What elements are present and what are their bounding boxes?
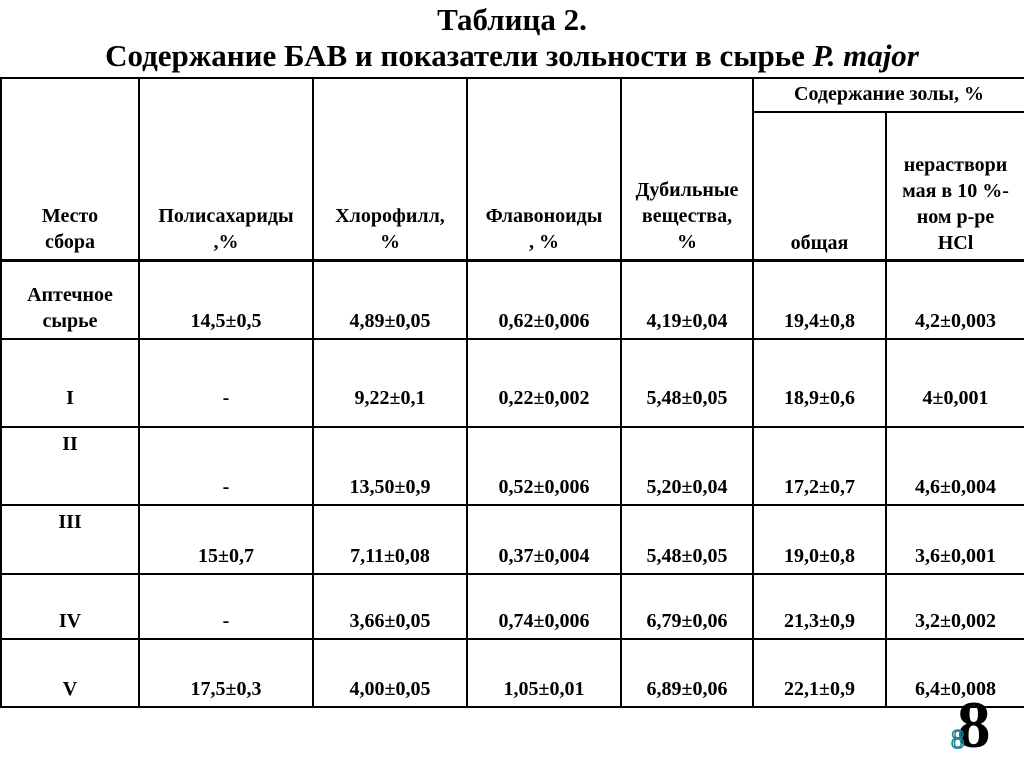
value-cell: - (138, 426, 314, 506)
value-cell: 9,22±0,1 (312, 338, 468, 428)
value-cell: 17,5±0,3 (138, 638, 314, 708)
value-cell: 18,9±0,6 (752, 338, 887, 428)
table-row-5: V 17,5±0,3 4,00±0,05 1,05±0,01 6,89±0,06… (0, 638, 1024, 708)
row-label-cell: IV (0, 573, 140, 640)
value-cell: 0,74±0,006 (466, 573, 622, 640)
page-number-large: 8 (957, 688, 991, 762)
value-cell: 4,19±0,04 (620, 259, 754, 340)
title-caption: Содержание БАВ и показатели зольности в … (0, 38, 1024, 74)
value-cell: 0,22±0,002 (466, 338, 622, 428)
table-title: Таблица 2. Содержание БАВ и показатели з… (0, 2, 1024, 74)
value-cell: 17,2±0,7 (752, 426, 887, 506)
value-cell: 0,62±0,006 (466, 259, 622, 340)
title-caption-text: Содержание БАВ и показатели зольности в … (105, 38, 813, 73)
value-cell: 4,89±0,05 (312, 259, 468, 340)
value-cell: 3,2±0,002 (885, 573, 1024, 640)
table-row-1: I - 9,22±0,1 0,22±0,002 5,48±0,05 18,9±0… (0, 338, 1024, 428)
value-cell: 15±0,7 (138, 504, 314, 575)
header-cell-ash-insoluble: нераствори мая в 10 %- ном р-ре HCl (885, 111, 1024, 262)
species-name: P. major (812, 38, 919, 73)
value-cell: 21,3±0,9 (752, 573, 887, 640)
value-cell: 19,0±0,8 (752, 504, 887, 575)
value-cell: 7,11±0,08 (312, 504, 468, 575)
value-cell: 14,5±0,5 (138, 259, 314, 340)
value-cell: 4,6±0,004 (885, 426, 1024, 506)
value-cell: 0,52±0,006 (466, 426, 622, 506)
page-number-small: 8 (950, 724, 965, 754)
header-cell-flavonoids: Флавоноиды , % (466, 77, 622, 262)
header-cell-ash-total: общая (752, 111, 887, 262)
data-table: Место сбора Полисахариды ,% Хлорофилл, %… (0, 77, 1024, 708)
header-cell-polysaccharides: Полисахариды ,% (138, 77, 314, 262)
table-row-2: II - 13,50±0,9 0,52±0,006 5,20±0,04 17,2… (0, 426, 1024, 506)
value-cell: 3,6±0,001 (885, 504, 1024, 575)
value-cell: 4,00±0,05 (312, 638, 468, 708)
header-row-top: Место сбора Полисахариды ,% Хлорофилл, %… (0, 77, 1024, 262)
value-cell: 4,2±0,003 (885, 259, 1024, 340)
value-cell: 22,1±0,9 (752, 638, 887, 708)
value-cell: 6,4±0,008 (885, 638, 1024, 708)
header-row-sub: общая нераствори мая в 10 %- ном р-ре HC… (1, 111, 1024, 262)
table-row-3: III 15±0,7 7,11±0,08 0,37±0,004 5,48±0,0… (0, 504, 1024, 575)
row-label-cell: III (0, 504, 140, 575)
row-label-cell: Аптечное сырье (0, 259, 140, 340)
value-cell: 5,48±0,05 (620, 338, 754, 428)
table-row-4: IV - 3,66±0,05 0,74±0,006 6,79±0,06 21,3… (0, 573, 1024, 640)
row-label-cell: II (0, 426, 140, 506)
value-cell: - (138, 338, 314, 428)
value-cell: 5,20±0,04 (620, 426, 754, 506)
row-label-cell: I (0, 338, 140, 428)
value-cell: 6,89±0,06 (620, 638, 754, 708)
value-cell: 5,48±0,05 (620, 504, 754, 575)
header-cell-place: Место сбора (0, 77, 140, 262)
table-row-pharmacy: Аптечное сырье 14,5±0,5 4,89±0,05 0,62±0… (0, 259, 1024, 340)
header-cell-chlorophyll: Хлорофилл, % (312, 77, 468, 262)
value-cell: 6,79±0,06 (620, 573, 754, 640)
header-cell-tannins: Дубильные вещества, % (620, 77, 754, 262)
row-label-cell: V (0, 638, 140, 708)
value-cell: 1,05±0,01 (466, 638, 622, 708)
value-cell: 4±0,001 (885, 338, 1024, 428)
value-cell: 19,4±0,8 (752, 259, 887, 340)
header-cell-ash-group: Содержание золы, % (752, 77, 1024, 113)
value-cell: - (138, 573, 314, 640)
value-cell: 13,50±0,9 (312, 426, 468, 506)
value-cell: 3,66±0,05 (312, 573, 468, 640)
title-table-number: Таблица 2. (437, 2, 587, 37)
value-cell: 0,37±0,004 (466, 504, 622, 575)
